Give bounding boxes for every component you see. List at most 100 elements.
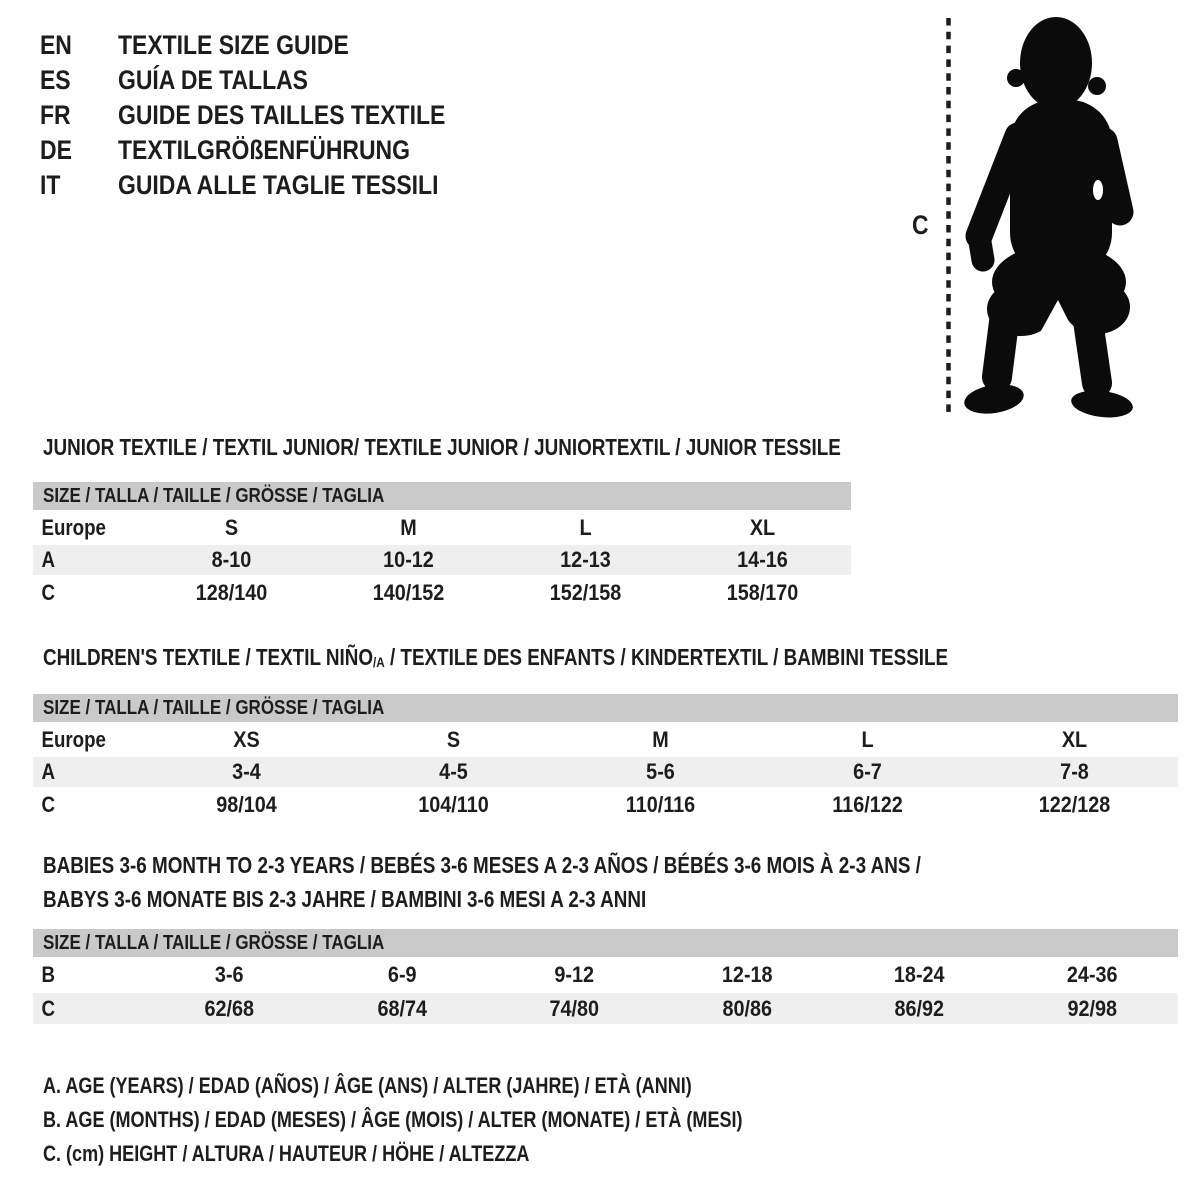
table-cell: 158/170 xyxy=(726,579,799,605)
size-header-bar: SIZE / TALLA / TAILLE / GRÖSSE / TAGLIA xyxy=(33,929,1178,957)
section-title-line2: BABYS 3-6 MONATE BIS 2-3 JAHRE / BAMBINI… xyxy=(43,886,647,912)
table-cell: M xyxy=(400,514,417,540)
language-title: GUIDE DES TAILLES TEXTILE xyxy=(118,100,446,130)
children-size-table: SIZE / TALLA / TAILLE / GRÖSSE / TAGLIA … xyxy=(33,694,1178,822)
table-cell: 80/86 xyxy=(721,995,772,1021)
section-title: CHILDREN'S TEXTILE / TEXTIL NIÑO/A / TEX… xyxy=(33,640,1178,678)
language-row: EN TEXTILE SIZE GUIDE xyxy=(40,28,503,63)
table-cell: 68/74 xyxy=(376,995,427,1021)
junior-size-table: SIZE / TALLA / TAILLE / GRÖSSE / TAGLIA … xyxy=(33,482,851,610)
table-row-months: B 3-6 6-9 9-12 12-18 18-24 24-36 xyxy=(33,957,1178,993)
table-cell: S xyxy=(224,514,239,540)
size-header-bar: SIZE / TALLA / TAILLE / GRÖSSE / TAGLIA xyxy=(33,694,1178,722)
table-cell: L xyxy=(579,514,592,540)
babies-size-table: SIZE / TALLA / TAILLE / GRÖSSE / TAGLIA … xyxy=(33,929,1178,1024)
section-title: JUNIOR TEXTILE / TEXTIL JUNIOR/ TEXTILE … xyxy=(33,430,1016,464)
table-cell: L xyxy=(861,726,874,752)
language-code: ES xyxy=(40,65,71,95)
language-title-list: EN TEXTILE SIZE GUIDE ES GUÍA DE TALLAS … xyxy=(40,28,503,203)
legend-line-age-months: B. AGE (MONTHS) / EDAD (MESES) / ÂGE (MO… xyxy=(43,1107,743,1132)
toddler-silhouette xyxy=(964,17,1134,418)
language-title: GUIDA ALLE TAGLIE TESSILI xyxy=(118,170,439,200)
language-title: TEXTILE SIZE GUIDE xyxy=(118,30,349,60)
measurement-legend: A. AGE (YEARS) / EDAD (AÑOS) / ÂGE (ANS)… xyxy=(43,1069,896,1171)
height-measure-label: C xyxy=(912,210,929,240)
table-cell: XL xyxy=(1061,726,1088,752)
language-code: DE xyxy=(40,135,72,165)
table-cell: 14-16 xyxy=(737,547,788,572)
toddler-silhouette-limbs xyxy=(965,122,1134,272)
table-cell: M xyxy=(652,726,669,752)
table-cell: 9-12 xyxy=(554,962,595,987)
language-row: ES GUÍA DE TALLAS xyxy=(40,63,503,98)
row-label: C xyxy=(41,579,56,605)
table-cell: 6-7 xyxy=(853,759,882,784)
table-cell: 92/98 xyxy=(1066,995,1117,1021)
language-title: GUÍA DE TALLAS xyxy=(118,65,308,95)
size-header-bar: SIZE / TALLA / TAILLE / GRÖSSE / TAGLIA xyxy=(33,482,851,510)
size-header-text: SIZE / TALLA / TAILLE / GRÖSSE / TAGLIA xyxy=(43,697,385,719)
row-label: C xyxy=(41,995,56,1021)
table-cell: 116/122 xyxy=(832,791,903,817)
table-row-height: C 98/104 104/110 110/116 116/122 122/128 xyxy=(33,787,1178,822)
table-cell: 8-10 xyxy=(211,547,252,572)
table-cell: 62/68 xyxy=(204,995,255,1021)
language-code: EN xyxy=(40,30,72,60)
table-cell: 6-9 xyxy=(387,962,417,987)
table-cell: 128/140 xyxy=(195,579,268,605)
height-measure-dashed-line xyxy=(946,18,951,416)
table-cell: 104/110 xyxy=(418,791,489,817)
toddler-silhouette-feet xyxy=(964,384,1133,418)
section-title-text: JUNIOR TEXTILE / TEXTIL JUNIOR/ TEXTILE … xyxy=(43,434,841,460)
section-title-text: / TEXTILE DES ENFANTS / KINDERTEXTIL / B… xyxy=(384,644,949,670)
table-row-age: A 3-4 4-5 5-6 6-7 7-8 xyxy=(33,757,1178,787)
table-cell: XL xyxy=(749,514,776,540)
table-row-height: C 128/140 140/152 152/158 158/170 xyxy=(33,575,851,610)
row-label: Europe xyxy=(41,726,106,752)
table-cell: 7-8 xyxy=(1060,759,1089,784)
section-babies-textile: BABIES 3-6 MONTH TO 2-3 YEARS / BEBÉS 3-… xyxy=(33,848,1178,1024)
table-cell: 12-18 xyxy=(721,962,773,987)
table-cell: 3-6 xyxy=(214,962,244,987)
table-cell: 24-36 xyxy=(1066,962,1118,987)
table-row-europe: Europe S M L XL xyxy=(33,510,851,545)
table-cell: S xyxy=(446,726,461,752)
table-cell: 12-13 xyxy=(560,547,611,572)
table-cell: 140/152 xyxy=(372,579,445,605)
toddler-silhouette-legs xyxy=(982,299,1112,398)
table-cell: 98/104 xyxy=(216,791,277,817)
table-cell: 152/158 xyxy=(549,579,622,605)
row-label: B xyxy=(41,962,56,987)
row-label: A xyxy=(41,547,56,572)
table-row-age: A 8-10 10-12 12-13 14-16 xyxy=(33,545,851,575)
table-cell: 10-12 xyxy=(383,547,434,572)
size-header-text: SIZE / TALLA / TAILLE / GRÖSSE / TAGLIA xyxy=(43,932,385,954)
legend-line-age-years: A. AGE (YEARS) / EDAD (AÑOS) / ÂGE (ANS)… xyxy=(43,1073,692,1098)
section-children-textile: CHILDREN'S TEXTILE / TEXTIL NIÑO/A / TEX… xyxy=(33,640,1178,822)
section-title-subscript: /A xyxy=(373,655,385,672)
language-code: IT xyxy=(40,170,61,200)
section-junior-textile: JUNIOR TEXTILE / TEXTIL JUNIOR/ TEXTILE … xyxy=(33,430,1016,610)
table-cell: 86/92 xyxy=(894,995,945,1021)
toddler-silhouette-shapes xyxy=(1007,17,1112,275)
language-row: DE TEXTILGRÖßENFÜHRUNG xyxy=(40,133,503,168)
language-row: FR GUIDE DES TAILLES TEXTILE xyxy=(40,98,503,133)
table-cell: XS xyxy=(233,726,260,752)
size-header-text: SIZE / TALLA / TAILLE / GRÖSSE / TAGLIA xyxy=(43,485,385,507)
language-code: FR xyxy=(40,100,71,130)
table-cell: 122/128 xyxy=(1038,791,1111,817)
table-row-height: C 62/68 68/74 74/80 80/86 86/92 92/98 xyxy=(33,993,1178,1024)
language-title: TEXTILGRÖßENFÜHRUNG xyxy=(118,135,410,165)
row-label: Europe xyxy=(41,514,106,540)
table-row-europe: Europe XS S M L XL xyxy=(33,722,1178,757)
section-title-text: CHILDREN'S TEXTILE / TEXTIL NIÑO xyxy=(43,644,374,670)
table-cell: 5-6 xyxy=(646,759,675,784)
section-title: BABIES 3-6 MONTH TO 2-3 YEARS / BEBÉS 3-… xyxy=(33,848,1178,916)
row-label: A xyxy=(41,759,56,784)
row-label: C xyxy=(41,791,56,817)
table-cell: 4-5 xyxy=(439,759,468,784)
table-cell: 74/80 xyxy=(549,995,600,1021)
section-title-text: BABIES 3-6 MONTH TO 2-3 YEARS / BEBÉS 3-… xyxy=(43,852,921,878)
language-row: IT GUIDA ALLE TAGLIE TESSILI xyxy=(40,168,503,203)
